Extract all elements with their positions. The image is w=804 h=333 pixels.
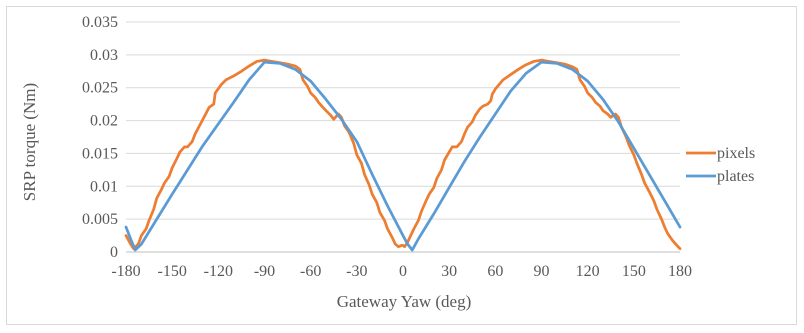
y-tick-label: 0.025 [82, 80, 118, 97]
x-tick-label: 90 [534, 263, 550, 280]
x-tick-label: 30 [441, 263, 457, 280]
x-tick-label: 120 [576, 263, 600, 280]
x-tick-label: -150 [158, 263, 187, 280]
y-tick-label: 0 [110, 244, 118, 261]
series-lines [124, 58, 682, 252]
legend-label-pixels: pixels [717, 145, 755, 162]
x-tick-label: 0 [399, 263, 407, 280]
y-axis-title: SRP torque (Nm) [20, 83, 39, 201]
x-tick-label: 150 [622, 263, 646, 280]
x-tick-label: -180 [111, 263, 140, 280]
y-tick-label: 0.03 [90, 47, 118, 64]
y-tick-label: 0.01 [90, 178, 118, 195]
x-tick-label: -30 [346, 263, 367, 280]
chart-frame [6, 6, 797, 325]
y-tick-label: 0.005 [82, 211, 118, 228]
legend: pixels plates [686, 145, 755, 185]
x-axis-title: Gateway Yaw (deg) [337, 292, 472, 311]
series-line-plates [124, 60, 682, 252]
x-axis-ticks: -180 -150 -120 -90 -60 -30 0 30 60 90 120 150 180 [111, 263, 692, 280]
x-tick-label: -60 [300, 263, 321, 280]
legend-label-plates: plates [717, 168, 754, 185]
y-tick-label: 0.035 [82, 14, 118, 31]
x-tick-label: -90 [254, 263, 275, 280]
x-tick-label: 180 [668, 263, 692, 280]
x-tick-label: 60 [487, 263, 503, 280]
y-tick-label: 0.015 [82, 145, 118, 162]
grid-lines [126, 21, 680, 253]
series-line-pixels [124, 58, 682, 251]
y-axis-ticks: 0 0.005 0.01 0.015 0.02 0.025 0.03 0.035 [82, 14, 118, 261]
y-tick-label: 0.02 [90, 113, 118, 130]
x-tick-label: -120 [204, 263, 233, 280]
